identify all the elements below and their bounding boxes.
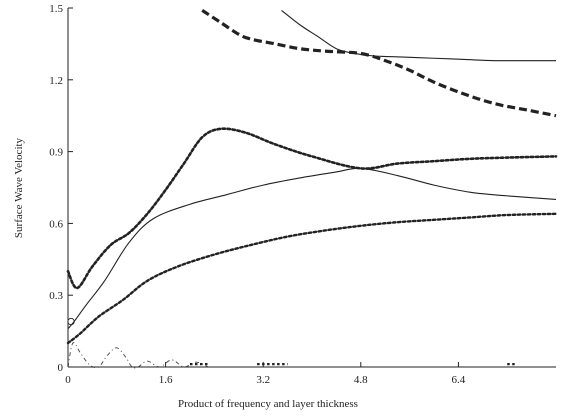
- series-line-2-solid: [281, 9, 556, 62]
- y-tick-label: 0.9: [49, 147, 63, 159]
- y-axis-label: Surface Wave Velocity: [13, 137, 25, 238]
- x-ticks: 0 1.6 3.2 4.8 6.4: [65, 362, 466, 386]
- series-line-5-dotted: [66, 212, 558, 345]
- y-tick-label: 1.2: [49, 75, 63, 87]
- axes: [67, 8, 556, 368]
- series-line-3-dashed: [201, 9, 557, 118]
- start-point-marker: [67, 317, 75, 326]
- series-line-6-dashdot: [67, 342, 209, 369]
- x-tick-label: 3.2: [256, 374, 270, 386]
- y-tick-label: 0.3: [49, 290, 63, 302]
- y-tick-label: 0: [58, 362, 64, 374]
- x-axis-label: Product of frequency and layer thickness: [178, 398, 358, 410]
- x-tick-label: 1.6: [159, 374, 173, 386]
- y-tick-label: 1.5: [49, 3, 63, 15]
- x-tick-label: 4.8: [354, 374, 368, 386]
- y-ticks: 0 0.3 0.6 0.9 1.2 1.5: [49, 3, 73, 374]
- series-line-4-dotted: [66, 127, 558, 290]
- x-tick-label: 6.4: [452, 374, 466, 386]
- x-tick-label: 0: [65, 374, 71, 386]
- y-tick-label: 0.6: [49, 218, 63, 230]
- series-line-1-solid: [67, 167, 557, 330]
- plot-area: [66, 9, 558, 369]
